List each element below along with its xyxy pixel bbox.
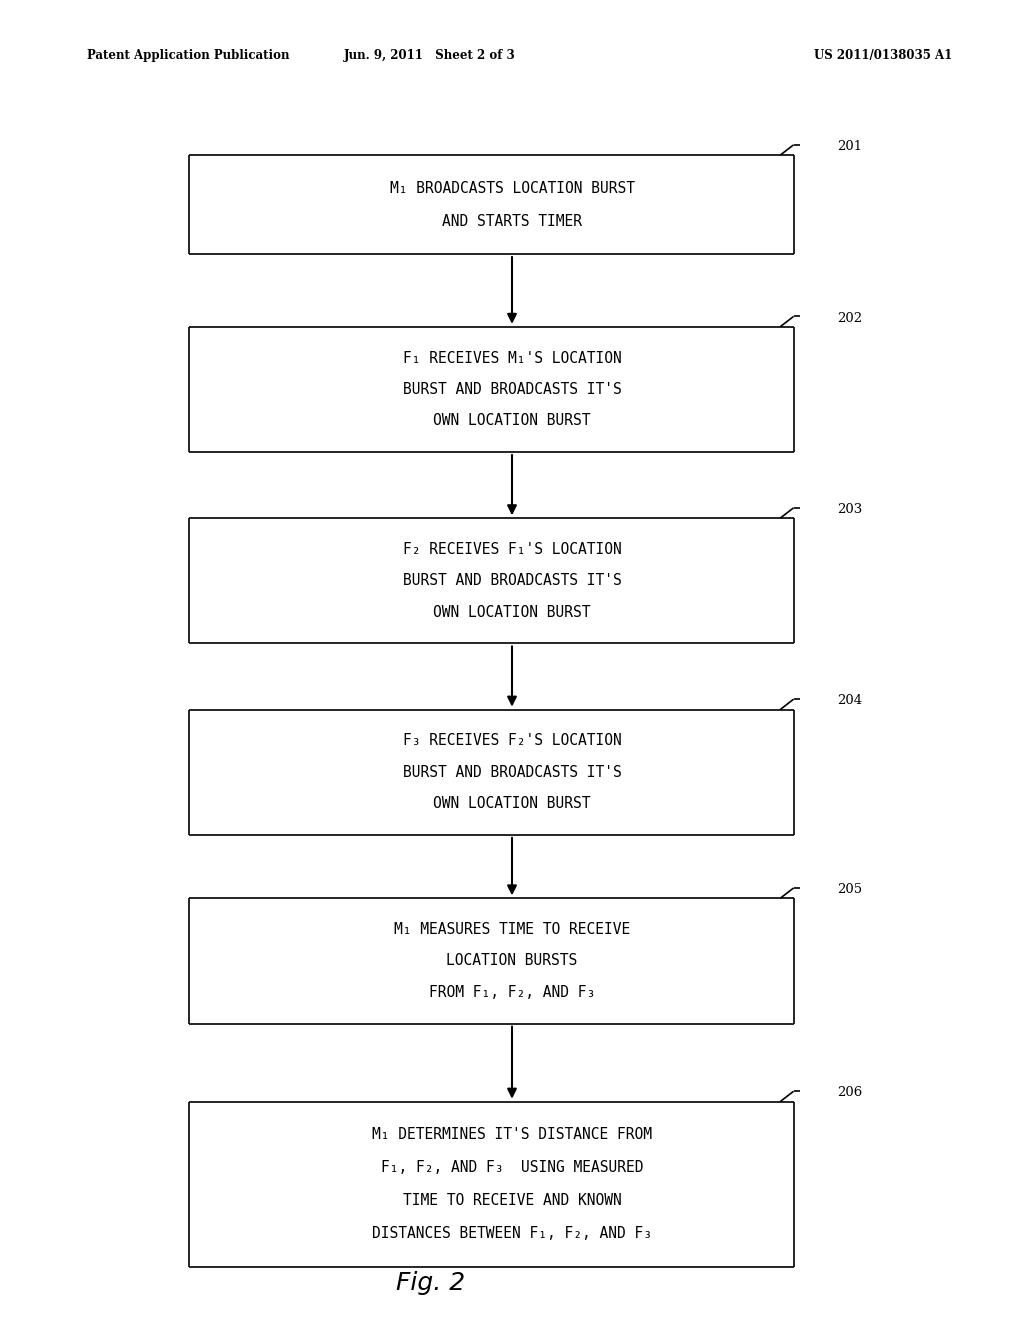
Text: 204: 204 — [838, 694, 862, 708]
Bar — [189, 898, 794, 1024]
Text: TIME TO RECEIVE AND KNOWN: TIME TO RECEIVE AND KNOWN — [402, 1193, 622, 1208]
Text: DISTANCES BETWEEN F₁, F₂, AND F₃: DISTANCES BETWEEN F₁, F₂, AND F₃ — [372, 1226, 652, 1241]
Text: M₁ BROADCASTS LOCATION BURST: M₁ BROADCASTS LOCATION BURST — [389, 181, 635, 195]
Text: F₁ RECEIVES M₁'S LOCATION: F₁ RECEIVES M₁'S LOCATION — [402, 351, 622, 366]
Bar — [189, 1101, 794, 1267]
Text: LOCATION BURSTS: LOCATION BURSTS — [446, 953, 578, 969]
Text: 201: 201 — [838, 140, 862, 153]
Text: F₃ RECEIVES F₂'S LOCATION: F₃ RECEIVES F₂'S LOCATION — [402, 734, 622, 748]
Text: BURST AND BROADCASTS IT'S: BURST AND BROADCASTS IT'S — [402, 573, 622, 589]
Text: FROM F₁, F₂, AND F₃: FROM F₁, F₂, AND F₃ — [429, 985, 595, 999]
Text: F₂ RECEIVES F₁'S LOCATION: F₂ RECEIVES F₁'S LOCATION — [402, 543, 622, 557]
Text: OWN LOCATION BURST: OWN LOCATION BURST — [433, 796, 591, 810]
Text: OWN LOCATION BURST: OWN LOCATION BURST — [433, 605, 591, 619]
Text: M₁ MEASURES TIME TO RECEIVE: M₁ MEASURES TIME TO RECEIVE — [394, 923, 630, 937]
Bar — [189, 154, 794, 253]
Text: M₁ DETERMINES IT'S DISTANCE FROM: M₁ DETERMINES IT'S DISTANCE FROM — [372, 1127, 652, 1142]
Text: 203: 203 — [838, 503, 862, 516]
Text: BURST AND BROADCASTS IT'S: BURST AND BROADCASTS IT'S — [402, 381, 622, 397]
Text: 202: 202 — [838, 312, 862, 325]
Text: 206: 206 — [838, 1086, 862, 1100]
Text: AND STARTS TIMER: AND STARTS TIMER — [442, 214, 582, 228]
Text: Patent Application Publication: Patent Application Publication — [87, 49, 290, 62]
Bar — [189, 327, 794, 451]
Text: Fig. 2: Fig. 2 — [395, 1271, 465, 1295]
Text: BURST AND BROADCASTS IT'S: BURST AND BROADCASTS IT'S — [402, 764, 622, 780]
Text: OWN LOCATION BURST: OWN LOCATION BURST — [433, 413, 591, 428]
Bar — [189, 710, 794, 836]
Text: US 2011/0138035 A1: US 2011/0138035 A1 — [814, 49, 952, 62]
Text: Jun. 9, 2011   Sheet 2 of 3: Jun. 9, 2011 Sheet 2 of 3 — [344, 49, 516, 62]
Bar — [189, 517, 794, 643]
Text: 205: 205 — [838, 883, 862, 896]
Text: F₁, F₂, AND F₃  USING MEASURED: F₁, F₂, AND F₃ USING MEASURED — [381, 1160, 643, 1175]
